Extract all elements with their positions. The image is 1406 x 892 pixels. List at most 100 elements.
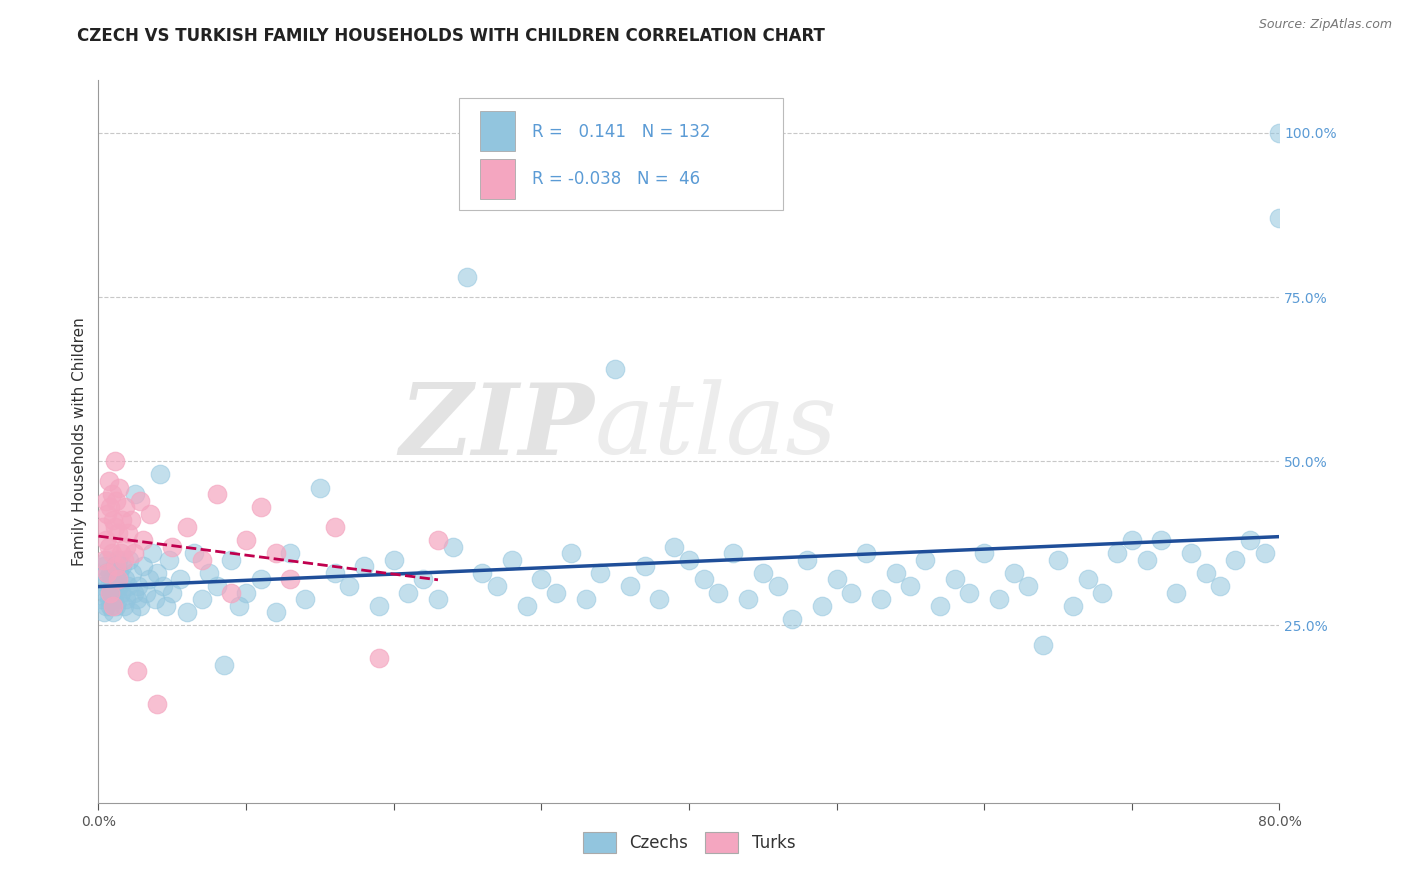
Point: [412, 573, 434, 587]
Point: [169, 573, 191, 587]
FancyBboxPatch shape: [479, 112, 516, 151]
Point: [96, 553, 118, 567]
Point: [1268, 126, 1291, 140]
Point: [1209, 579, 1232, 593]
Point: [91, 520, 114, 534]
Point: [108, 579, 131, 593]
Point: [146, 566, 169, 580]
Point: [103, 605, 125, 619]
Point: [1077, 573, 1099, 587]
Point: [111, 559, 134, 574]
Point: [1166, 585, 1188, 599]
Point: [124, 487, 146, 501]
Point: [114, 500, 136, 515]
Text: ZIP: ZIP: [399, 379, 595, 475]
Point: [104, 454, 127, 468]
Point: [205, 579, 228, 593]
Point: [103, 599, 125, 613]
Point: [191, 592, 214, 607]
Point: [135, 585, 157, 599]
Point: [737, 592, 759, 607]
Point: [127, 579, 149, 593]
Point: [959, 585, 981, 599]
Point: [91, 579, 114, 593]
Point: [97, 592, 120, 607]
Point: [139, 507, 162, 521]
Point: [98, 585, 121, 599]
Point: [128, 599, 150, 613]
Point: [117, 526, 139, 541]
Point: [93, 559, 115, 574]
Point: [105, 493, 128, 508]
Text: R = -0.038   N =  46: R = -0.038 N = 46: [531, 170, 700, 188]
Point: [546, 585, 568, 599]
FancyBboxPatch shape: [458, 98, 783, 211]
Point: [205, 487, 228, 501]
Point: [152, 579, 174, 593]
Point: [280, 573, 302, 587]
Point: [634, 559, 657, 574]
Point: [1254, 546, 1277, 560]
Point: [1002, 566, 1025, 580]
Point: [1268, 211, 1291, 226]
Point: [104, 559, 127, 574]
Point: [90, 592, 112, 607]
Point: [98, 500, 121, 515]
Point: [191, 553, 214, 567]
Point: [105, 599, 128, 613]
Point: [98, 566, 121, 580]
Point: [589, 566, 612, 580]
Point: [128, 493, 150, 508]
Point: [125, 592, 148, 607]
Point: [810, 599, 832, 613]
Point: [1136, 553, 1159, 567]
FancyBboxPatch shape: [479, 159, 516, 199]
Point: [782, 612, 804, 626]
Point: [110, 585, 132, 599]
Point: [323, 520, 346, 534]
Point: [108, 481, 131, 495]
Point: [1046, 553, 1070, 567]
Point: [323, 566, 346, 580]
Point: [264, 546, 287, 560]
Point: [162, 585, 183, 599]
Point: [183, 546, 205, 560]
Point: [1062, 599, 1084, 613]
Point: [107, 526, 129, 541]
Point: [368, 651, 391, 665]
Point: [96, 566, 118, 580]
Point: [678, 553, 700, 567]
Point: [648, 592, 671, 607]
Point: [108, 566, 131, 580]
Point: [96, 507, 118, 521]
Point: [132, 559, 155, 574]
Legend: Czechs, Turks: Czechs, Turks: [576, 826, 801, 860]
Point: [111, 513, 134, 527]
Point: [250, 500, 273, 515]
Text: Source: ZipAtlas.com: Source: ZipAtlas.com: [1258, 18, 1392, 31]
Point: [93, 553, 115, 567]
Text: R =   0.141   N = 132: R = 0.141 N = 132: [531, 122, 710, 141]
Point: [1107, 546, 1129, 560]
Point: [93, 605, 115, 619]
Point: [104, 520, 127, 534]
Point: [1018, 579, 1040, 593]
Point: [149, 467, 172, 482]
Point: [294, 592, 316, 607]
Point: [884, 566, 907, 580]
Point: [114, 573, 136, 587]
Point: [1121, 533, 1143, 547]
Point: [353, 559, 375, 574]
Point: [723, 546, 745, 560]
Point: [501, 553, 523, 567]
Point: [117, 579, 139, 593]
Point: [162, 540, 183, 554]
Point: [1032, 638, 1054, 652]
Point: [530, 573, 553, 587]
Point: [1150, 533, 1173, 547]
Point: [250, 573, 273, 587]
Point: [107, 592, 129, 607]
Point: [929, 599, 952, 613]
Point: [107, 573, 129, 587]
Point: [855, 546, 877, 560]
